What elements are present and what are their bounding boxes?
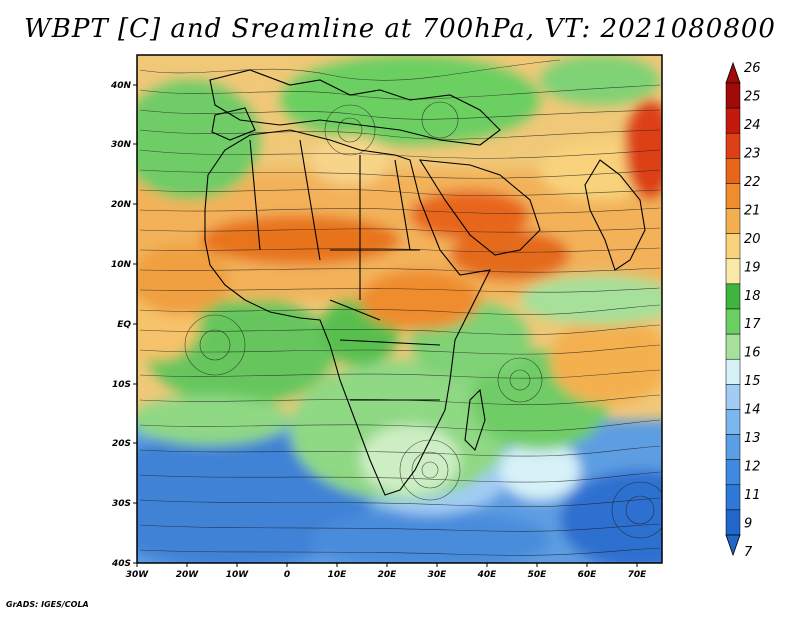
colorbar-label: 22 [744, 175, 761, 190]
colorbar: 26 25 24 23 22 21 20 19 18 17 16 15 14 13 12 11 9 7 [725, 61, 761, 560]
lon-label: 70E [628, 570, 648, 580]
colorbar-swatch [725, 183, 741, 209]
lat-label: 20N [111, 200, 132, 210]
coastlines [204, 69, 646, 496]
lat-label: 20S [112, 439, 131, 449]
colorbar-swatch [725, 459, 741, 486]
colorbar-swatch [725, 484, 741, 511]
colorbar-swatch [725, 158, 741, 184]
lon-label: 0 [284, 570, 290, 580]
lon-labels: 30W 20W 10W 0 10E 20E 30E 40E 50E 60E 70… [126, 570, 647, 580]
lat-label: EQ [117, 320, 131, 330]
colorbar-swatch [725, 308, 741, 335]
colorbar-swatch [725, 384, 741, 410]
colorbar-min-arrow [725, 534, 741, 557]
temperature-field [137, 55, 662, 563]
lat-labels: 40N 30N 20N 10N EQ 10S 20S 30S 40S [110, 81, 132, 569]
colorbar-label: 25 [744, 89, 761, 104]
lat-label: 30N [111, 140, 132, 150]
colorbar-label: 7 [744, 545, 753, 560]
colorbar-swatch [725, 132, 741, 159]
colorbar-label: 12 [744, 460, 761, 475]
lon-label: 50E [528, 570, 548, 580]
colorbar-swatch [725, 208, 741, 234]
lon-label: 10E [328, 570, 348, 580]
lat-label: 40S [111, 559, 131, 569]
lat-label: 40N [110, 81, 132, 91]
lat-label: 10S [112, 380, 131, 390]
colorbar-swatch [725, 409, 741, 435]
colorbar-label: 24 [744, 118, 761, 133]
colorbar-max-arrow [725, 61, 741, 84]
map-panel [137, 55, 662, 563]
map-frame [136, 54, 663, 564]
colorbar-label: 26 [744, 61, 761, 76]
colorbar-label: 15 [744, 374, 761, 389]
colorbar-label: 14 [744, 403, 761, 418]
lat-label: 30S [112, 499, 131, 509]
lon-label: 20W [176, 570, 200, 580]
lon-label: 20E [378, 570, 398, 580]
colorbar-swatch [725, 233, 741, 260]
lon-label: 40E [477, 570, 498, 580]
colorbar-label: 20 [744, 232, 761, 247]
colorbar-label: 23 [744, 146, 761, 161]
lat-label: 10N [111, 260, 132, 270]
colorbar-label: 11 [744, 488, 761, 503]
colorbar-swatch [725, 107, 741, 134]
lon-label: 60E [578, 570, 598, 580]
lat-ticks [133, 84, 137, 564]
colorbar-swatch [725, 509, 741, 536]
streamlines [139, 59, 662, 556]
colorbar-swatch [725, 358, 741, 385]
colorbar-label: 18 [744, 289, 761, 304]
map-title: WBPT [C] and Sreamline at 700hPa, VT: 20… [24, 14, 776, 44]
colorbar-swatch [725, 258, 741, 285]
colorbar-swatch [725, 82, 741, 109]
colorbar-swatch [725, 434, 741, 460]
colorbar-swatch [725, 283, 741, 310]
colorbar-label: 21 [744, 203, 761, 218]
colorbar-label: 17 [744, 317, 761, 332]
lon-label: 30E [428, 570, 448, 580]
colorbar-label: 13 [744, 431, 761, 446]
colorbar-swatch [725, 333, 741, 360]
lon-ticks [136, 563, 638, 567]
colorbar-label: 19 [744, 260, 761, 275]
colorbar-label: 16 [744, 346, 761, 361]
lon-label: 30W [126, 570, 150, 580]
lon-label: 10W [226, 570, 250, 580]
grads-credit: GrADS: IGES/COLA [6, 600, 89, 609]
colorbar-label: 9 [744, 517, 752, 532]
